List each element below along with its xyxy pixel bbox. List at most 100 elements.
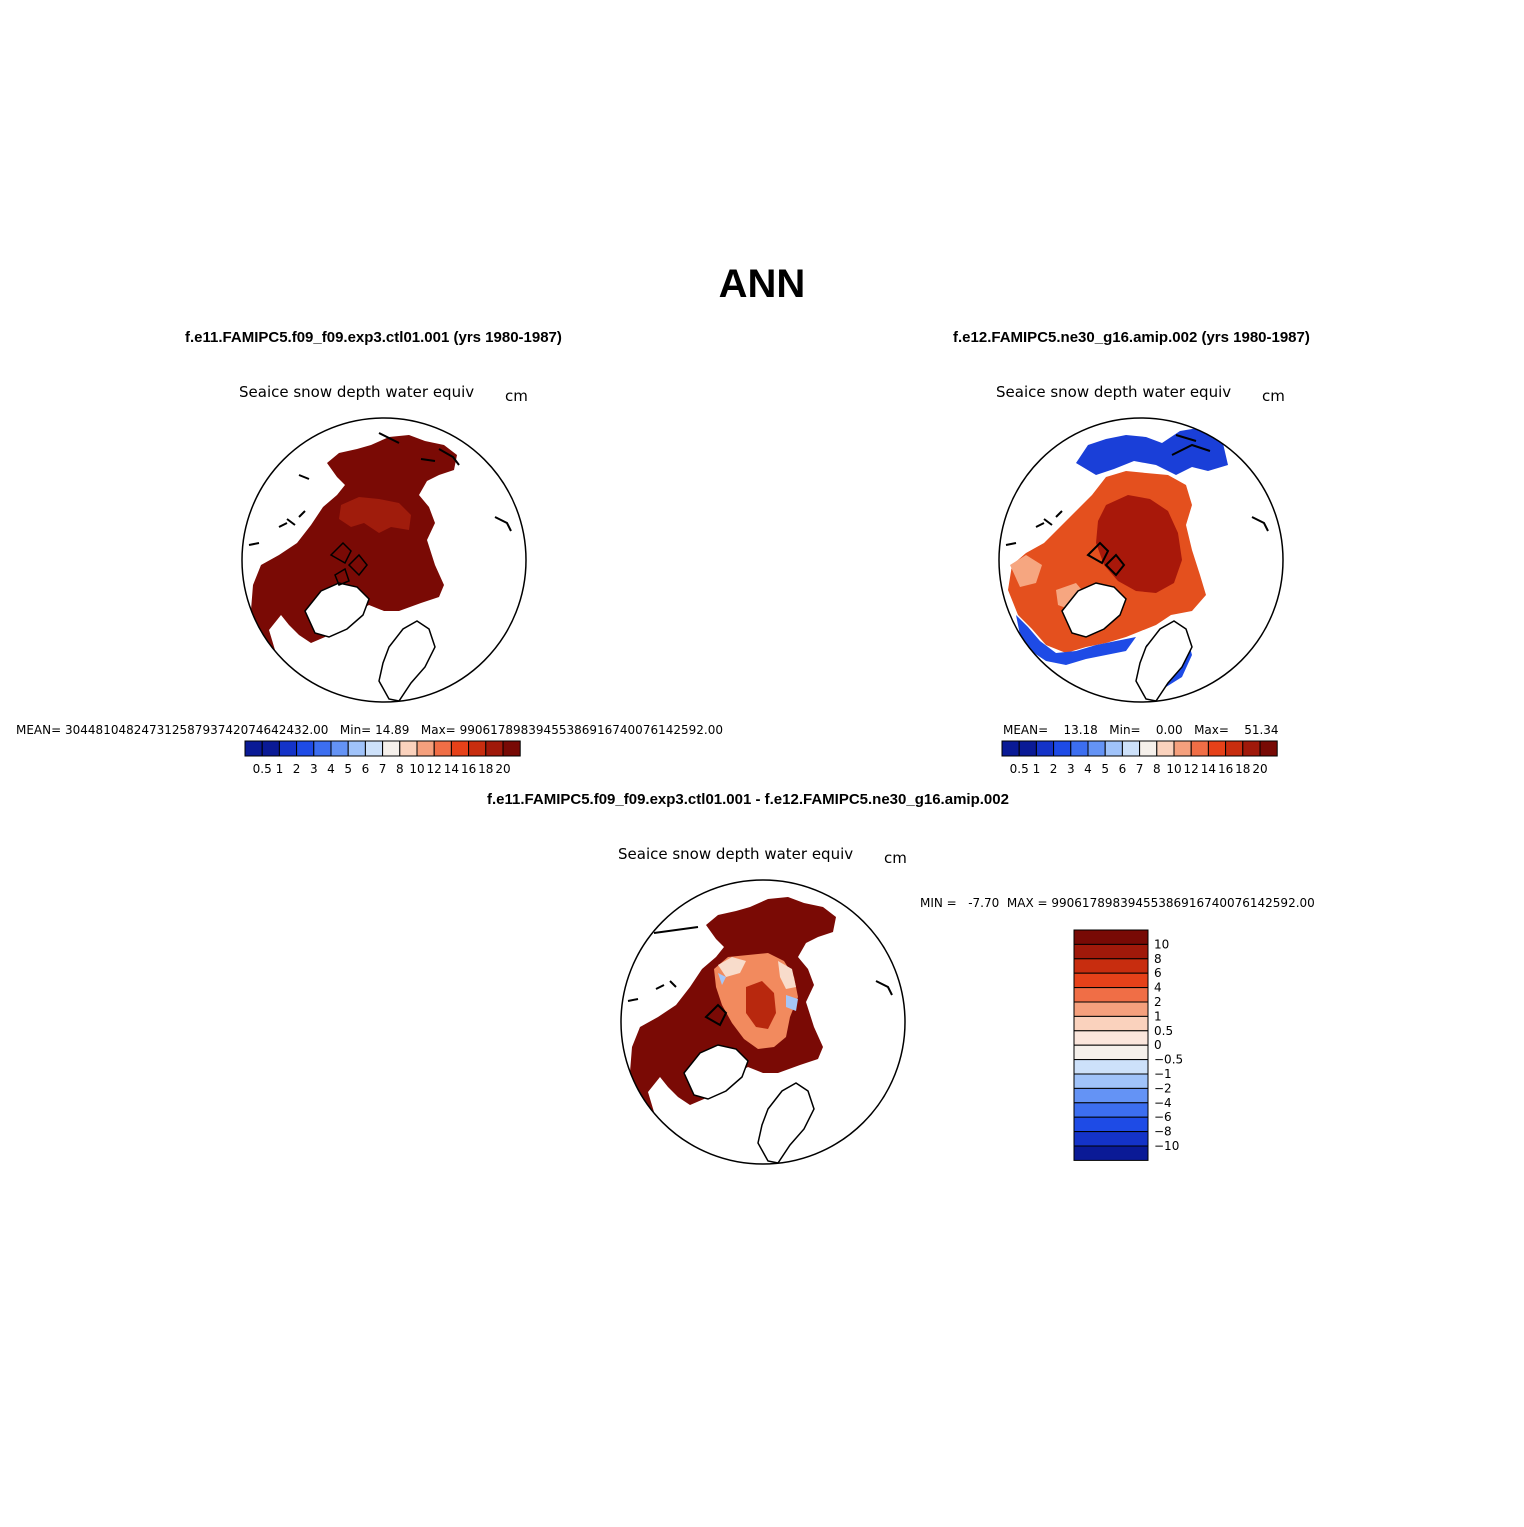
panel2-max-label: Max= (1194, 723, 1229, 737)
panel2-colorbar-box (1225, 740, 1244, 757)
panel2-colorbar-label: 20 (1252, 762, 1267, 776)
panel3-colorbar-box (1073, 987, 1149, 1003)
panel1-min-value: 14.89 (375, 723, 410, 737)
panel2-colorbar-label: 10 (1166, 762, 1181, 776)
panel3-colorbar-label: 4 (1154, 981, 1162, 995)
panel3-colorbar-box (1073, 1059, 1149, 1075)
panel1-colorbar-label: 12 (427, 762, 442, 776)
panel2-stats: MEAN= 13.18 Min= 0.00 Max= 51.34 (1003, 723, 1279, 737)
panel1-colorbar-box (278, 740, 298, 757)
panel2-colorbar-box (1121, 740, 1141, 757)
panel3-colorbar-label: −0.5 (1154, 1053, 1183, 1067)
panel1-colorbar-box (433, 740, 452, 757)
panel2-case-title: f.e12.FAMIPC5.ne30_g16.amip.002 (yrs 198… (953, 329, 1310, 346)
panel3-central-core (746, 981, 776, 1029)
panel1-max-label: Max= (420, 723, 456, 737)
panel1-mean-value: 30448104824731258793742074642432.00 (65, 723, 329, 737)
panel1-colorbar-box (399, 740, 418, 757)
panel2-polar-map (998, 417, 1284, 703)
panel1-colorbar-label: 20 (495, 762, 510, 776)
panel2-scandinavia (1135, 620, 1193, 702)
panel1-colorbar-label: 0.5 (253, 762, 272, 776)
panel1-ice-interior (339, 497, 411, 533)
panel1-colorbar-label: 8 (396, 762, 404, 776)
panel1-colorbar-label: 7 (379, 762, 387, 776)
panel3-colorbar-label: 6 (1154, 966, 1162, 980)
panel2-units-label: cm (1262, 387, 1285, 405)
panel1-case-title: f.e11.FAMIPC5.f09_f09.exp3.ctl01.001 (yr… (185, 329, 562, 346)
panel2-colorbar-label: 1 (1033, 762, 1041, 776)
panel2-colorbar-box (1070, 740, 1089, 757)
panel1-colorbar-box (296, 740, 315, 757)
panel1-stats: MEAN= 30448104824731258793742074642432.0… (16, 723, 723, 737)
panel3-min-value: -7.70 (968, 896, 1000, 910)
panel1-colorbar-box (468, 740, 487, 757)
figure-title: ANN (718, 262, 806, 306)
panel3-colorbar-box (1073, 1044, 1149, 1061)
panel2-mean-label: MEAN= (1003, 723, 1049, 737)
panel2-colorbar-label: 8 (1153, 762, 1161, 776)
panel1-scandinavia (378, 620, 436, 702)
panel3-colorbar-box (1073, 1131, 1149, 1147)
panel2-colorbar-label: 7 (1136, 762, 1144, 776)
panel3-colorbar-label: −4 (1154, 1096, 1172, 1110)
panel3-colorbar-box (1073, 1001, 1149, 1017)
panel3-colorbar-label: −1 (1154, 1067, 1172, 1081)
panel2-min-value: 0.00 (1155, 723, 1183, 737)
panel2-colorbar-label: 18 (1235, 762, 1250, 776)
panel3-scandinavia (757, 1082, 815, 1164)
panel3-stats: MIN = -7.70 MAX = 9906178983945538691674… (920, 896, 1315, 910)
panel1-mean-label: MEAN= (16, 723, 62, 737)
panel2-greenland (1061, 582, 1127, 638)
panel1-max-value: 99061789839455386916740076142592.00 (459, 723, 723, 737)
panel1-colorbar-label: 16 (461, 762, 476, 776)
panel3-colorbar-box (1073, 1073, 1149, 1089)
panel2-colorbar-box (1156, 740, 1175, 757)
panel3-min-label: MIN = (920, 896, 957, 910)
panel2-colorbar-box (1087, 740, 1106, 757)
panel3-colorbar-box (1073, 1087, 1149, 1104)
panel1-colorbar-box (416, 740, 435, 757)
panel2-min-label: Min= (1109, 723, 1141, 737)
panel1-colorbar-box (450, 740, 470, 757)
panel1-colorbar-label: 1 (276, 762, 284, 776)
panel2-colorbar-box (1242, 740, 1261, 757)
panel1-colorbar-label: 18 (478, 762, 493, 776)
panel2-colorbar-label: 6 (1119, 762, 1127, 776)
panel1-colorbar: 0.5 1 2 3 4 5 6 7 8 10 12 14 16 18 20 (244, 740, 521, 776)
panel2-colorbar-label: 3 (1067, 762, 1075, 776)
panel1-colorbar-box (347, 740, 366, 757)
panel1-colorbar-label: 10 (409, 762, 424, 776)
panel1-colorbar-label: 5 (344, 762, 352, 776)
panel3-colorbar-label: −10 (1154, 1139, 1179, 1153)
panel3-max-label: MAX = (1006, 896, 1048, 910)
panel2-colorbar-box (1190, 740, 1209, 757)
panel2-colorbar: 0.5 1 2 3 4 5 6 7 8 10 12 14 16 18 20 (1001, 740, 1278, 776)
panel2-colorbar-box (1035, 740, 1055, 757)
panel3-greenland (683, 1044, 749, 1100)
panel2-colorbar-label: 4 (1084, 762, 1092, 776)
panel2-colorbar-box (1139, 740, 1158, 757)
panel2-coastlines (1005, 434, 1269, 577)
panel3-colorbar-label: 10 (1154, 937, 1169, 951)
panel3-colorbar-box (1073, 929, 1149, 945)
panel1-archipelago (329, 541, 368, 586)
panel1-colorbar-box (364, 740, 384, 757)
panel3-coastlines (627, 926, 893, 1027)
panel2-colorbar-label: 16 (1218, 762, 1233, 776)
panel3-colorbar-box (1073, 958, 1149, 974)
panel2-colorbar-box (1207, 740, 1227, 757)
panel1-greenland (304, 582, 370, 638)
panel1-colorbar-box (330, 740, 349, 757)
panel1-units-label: cm (505, 387, 528, 405)
panel3-colorbar-box (1073, 1030, 1149, 1046)
panel3-max-value: 99061789839455386916740076142592.00 (1051, 896, 1315, 910)
panel1-colorbar-label: 14 (444, 762, 459, 776)
panel2-mean-value: 13.18 (1063, 723, 1098, 737)
panel3-negative-patch (718, 973, 798, 1011)
panel3-colorbar-box (1073, 1116, 1149, 1133)
panel2-blue-margin-north (1076, 427, 1228, 475)
panel3-colorbar-box (1073, 1145, 1149, 1161)
panel2-colorbar-label: 5 (1101, 762, 1109, 776)
